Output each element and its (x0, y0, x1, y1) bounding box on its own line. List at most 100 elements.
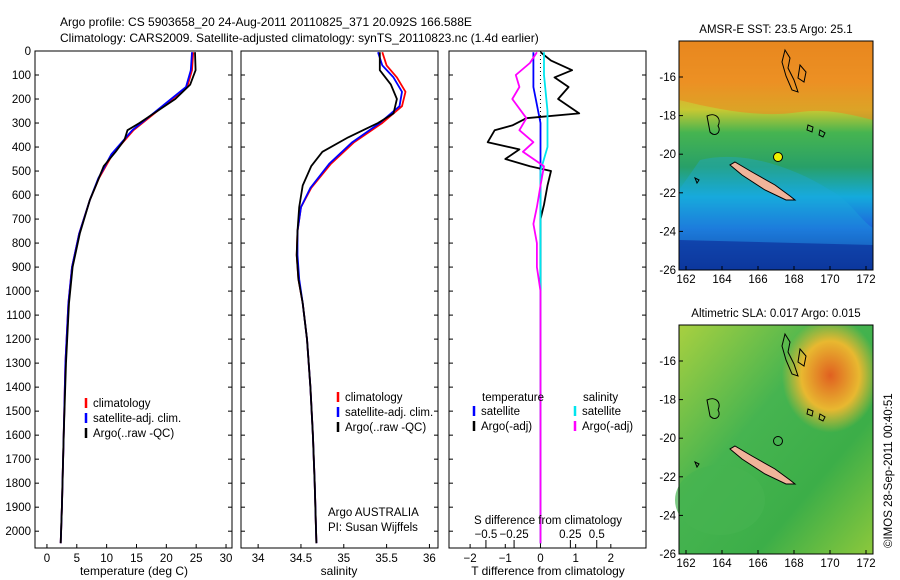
salinity-legend: climatology satellite-adj. clim. Argo(..… (336, 392, 433, 434)
argo-pi-annotation: PI: Susan Wijffels (328, 522, 418, 534)
argo-float-marker (773, 436, 783, 446)
series-line-t-argo-adj (486, 51, 581, 544)
x-tick-label: 36 (423, 553, 436, 565)
map-x-tick-label: 166 (748, 558, 767, 570)
s-tick-label: 0.25 (559, 529, 581, 541)
sst-map-title: AMSR-E SST: 23.5 Argo: 25.1 (699, 24, 852, 36)
salinity-difference-axis: −0.5 −0.25 0.25 0.5 (475, 529, 605, 548)
new-caledonia-landmass (729, 161, 797, 201)
salinity-x-axis: 34 34.5 35 35.5 36 (252, 544, 436, 565)
y-tick-label: 1000 (5, 286, 31, 298)
salinity-xlabel: salinity (321, 564, 358, 578)
map-y-tick-label: -26 (659, 265, 676, 277)
y-tick-label: 1400 (5, 382, 31, 394)
legend-satellite-label: satellite-adj. clim. (93, 413, 181, 425)
y-tick-label: 1800 (5, 478, 31, 490)
x-tick-label: 35 (337, 553, 350, 565)
map-y-tick-label: -22 (659, 472, 676, 484)
figure-title-line2: Climatology: CARS2009. Satellite-adjuste… (60, 31, 539, 45)
temperature-series (59, 52, 197, 544)
s-difference-xlabel: S difference from climatology (474, 515, 622, 527)
y-tick-label: 100 (12, 70, 31, 82)
y-tick-label: 1200 (5, 334, 31, 346)
sla-map-axes: 162 164 166 168 170 172 -16 -18 -20 -22 -24 -26 (659, 356, 875, 570)
sst-map-panel: AMSR-E SST: 23.5 Argo: 25.1 162 164 166 168… (659, 24, 875, 286)
x-tick-label: 34.5 (290, 553, 312, 565)
y-tick-label: 1300 (5, 358, 31, 370)
depth-axis: 0 100 200 300 400 500 600 700 800 900 1000 1100 1200… (5, 46, 232, 538)
imos-footer-stamp: ©IMOS 28-Sep-2011 00:40:51 (883, 393, 895, 548)
legend-header-salinity: salinity (583, 392, 618, 404)
map-y-tick-label: -20 (659, 433, 676, 445)
series-line-argo-raw-qc (295, 52, 398, 544)
sst-map-axes: 162 164 166 168 170 172 -16 -18 -20 -22 -24 -26 (659, 72, 875, 286)
y-tick-label: 1600 (5, 430, 31, 442)
series-line-s-argo-adj (511, 51, 545, 544)
y-tick-label: 700 (12, 214, 31, 226)
x-tick-label: −1 (499, 553, 512, 565)
y-tick-label: 1700 (5, 454, 31, 466)
island-outline (694, 460, 700, 469)
coastline-outline (706, 114, 720, 135)
y-tick-label: 1500 (5, 406, 31, 418)
difference-series (486, 51, 581, 544)
map-x-tick-label: 166 (748, 274, 767, 286)
salinity-panel: 34 34.5 35 35.5 36 salinity climatology sate… (240, 50, 439, 578)
sst-deep-cool-region (679, 240, 873, 270)
y-tick-label: 500 (12, 166, 31, 178)
map-x-tick-label: 164 (712, 558, 732, 570)
salinity-series (295, 51, 407, 544)
temperature-xlabel: temperature (deg C) (80, 564, 188, 578)
map-y-tick-label: -16 (659, 72, 676, 84)
difference-x-axis: −2 −1 0 1 2 (464, 544, 614, 565)
y-tick-label: 400 (12, 142, 31, 154)
difference-legend: temperature salinity satellite Argo(-adj… (472, 392, 633, 433)
s-tick-label: −0.5 (475, 529, 498, 541)
x-tick-label: 0 (44, 553, 50, 565)
x-tick-label: 35.5 (375, 553, 397, 565)
x-tick-label: 10 (100, 553, 113, 565)
sla-low-region (675, 465, 765, 535)
map-y-tick-label: -22 (659, 188, 676, 200)
island-outline (694, 176, 700, 185)
map-x-tick-label: 168 (784, 558, 803, 570)
map-x-tick-label: 162 (676, 274, 695, 286)
vanuatu-islands (781, 48, 799, 93)
y-tick-label: 900 (12, 262, 31, 274)
temperature-panel: 0100200300400500600700800900100011001200… (5, 46, 233, 578)
x-tick-label: 34 (252, 553, 265, 565)
argo-float-marker (773, 152, 783, 162)
x-tick-label: 2 (608, 553, 614, 565)
figure-title-line1: Argo profile: CS 5903658_20 24-Aug-2011 … (60, 15, 472, 29)
vanuatu-islands (781, 332, 799, 377)
map-x-tick-label: 172 (856, 274, 875, 286)
s-tick-label: −0.25 (500, 529, 529, 541)
sst-warm-region (679, 41, 873, 120)
loyalty-islands (806, 124, 826, 138)
temperature-legend: climatology satellite-adj. clim. Argo(..… (84, 398, 181, 440)
legend-header-temperature: temperature (482, 392, 544, 404)
legend-s-satellite-label: satellite (582, 406, 621, 418)
t-difference-xlabel: T difference from climatology (471, 564, 625, 578)
map-x-tick-label: 164 (712, 274, 732, 286)
x-tick-label: 1 (572, 553, 578, 565)
island-outline (797, 347, 807, 367)
map-y-tick-label: -18 (659, 395, 676, 407)
x-tick-label: 30 (220, 553, 233, 565)
s-tick-label: 0.5 (589, 529, 605, 541)
sla-map-title: Altimetric SLA: 0.017 Argo: 0.015 (691, 308, 860, 320)
legend-t-argo-label: Argo(-adj) (481, 421, 532, 433)
legend-t-satellite-label: satellite (481, 406, 520, 418)
y-tick-label: 200 (12, 94, 31, 106)
x-tick-label: 0 (537, 553, 543, 565)
map-y-tick-label: -20 (659, 149, 676, 161)
map-x-tick-label: 162 (676, 558, 695, 570)
difference-depth-ticks (449, 50, 646, 532)
series-line-s-satellite (539, 52, 549, 544)
temperature-x-axis: 0 5 10 15 20 25 30 (44, 544, 233, 565)
legend-argo-label: Argo(..raw -QC) (93, 428, 174, 440)
legend-climatology-label: climatology (345, 392, 403, 404)
legend-s-argo-label: Argo(-adj) (582, 421, 633, 433)
coastline-outline (706, 398, 720, 419)
y-tick-label: 2000 (5, 526, 31, 538)
